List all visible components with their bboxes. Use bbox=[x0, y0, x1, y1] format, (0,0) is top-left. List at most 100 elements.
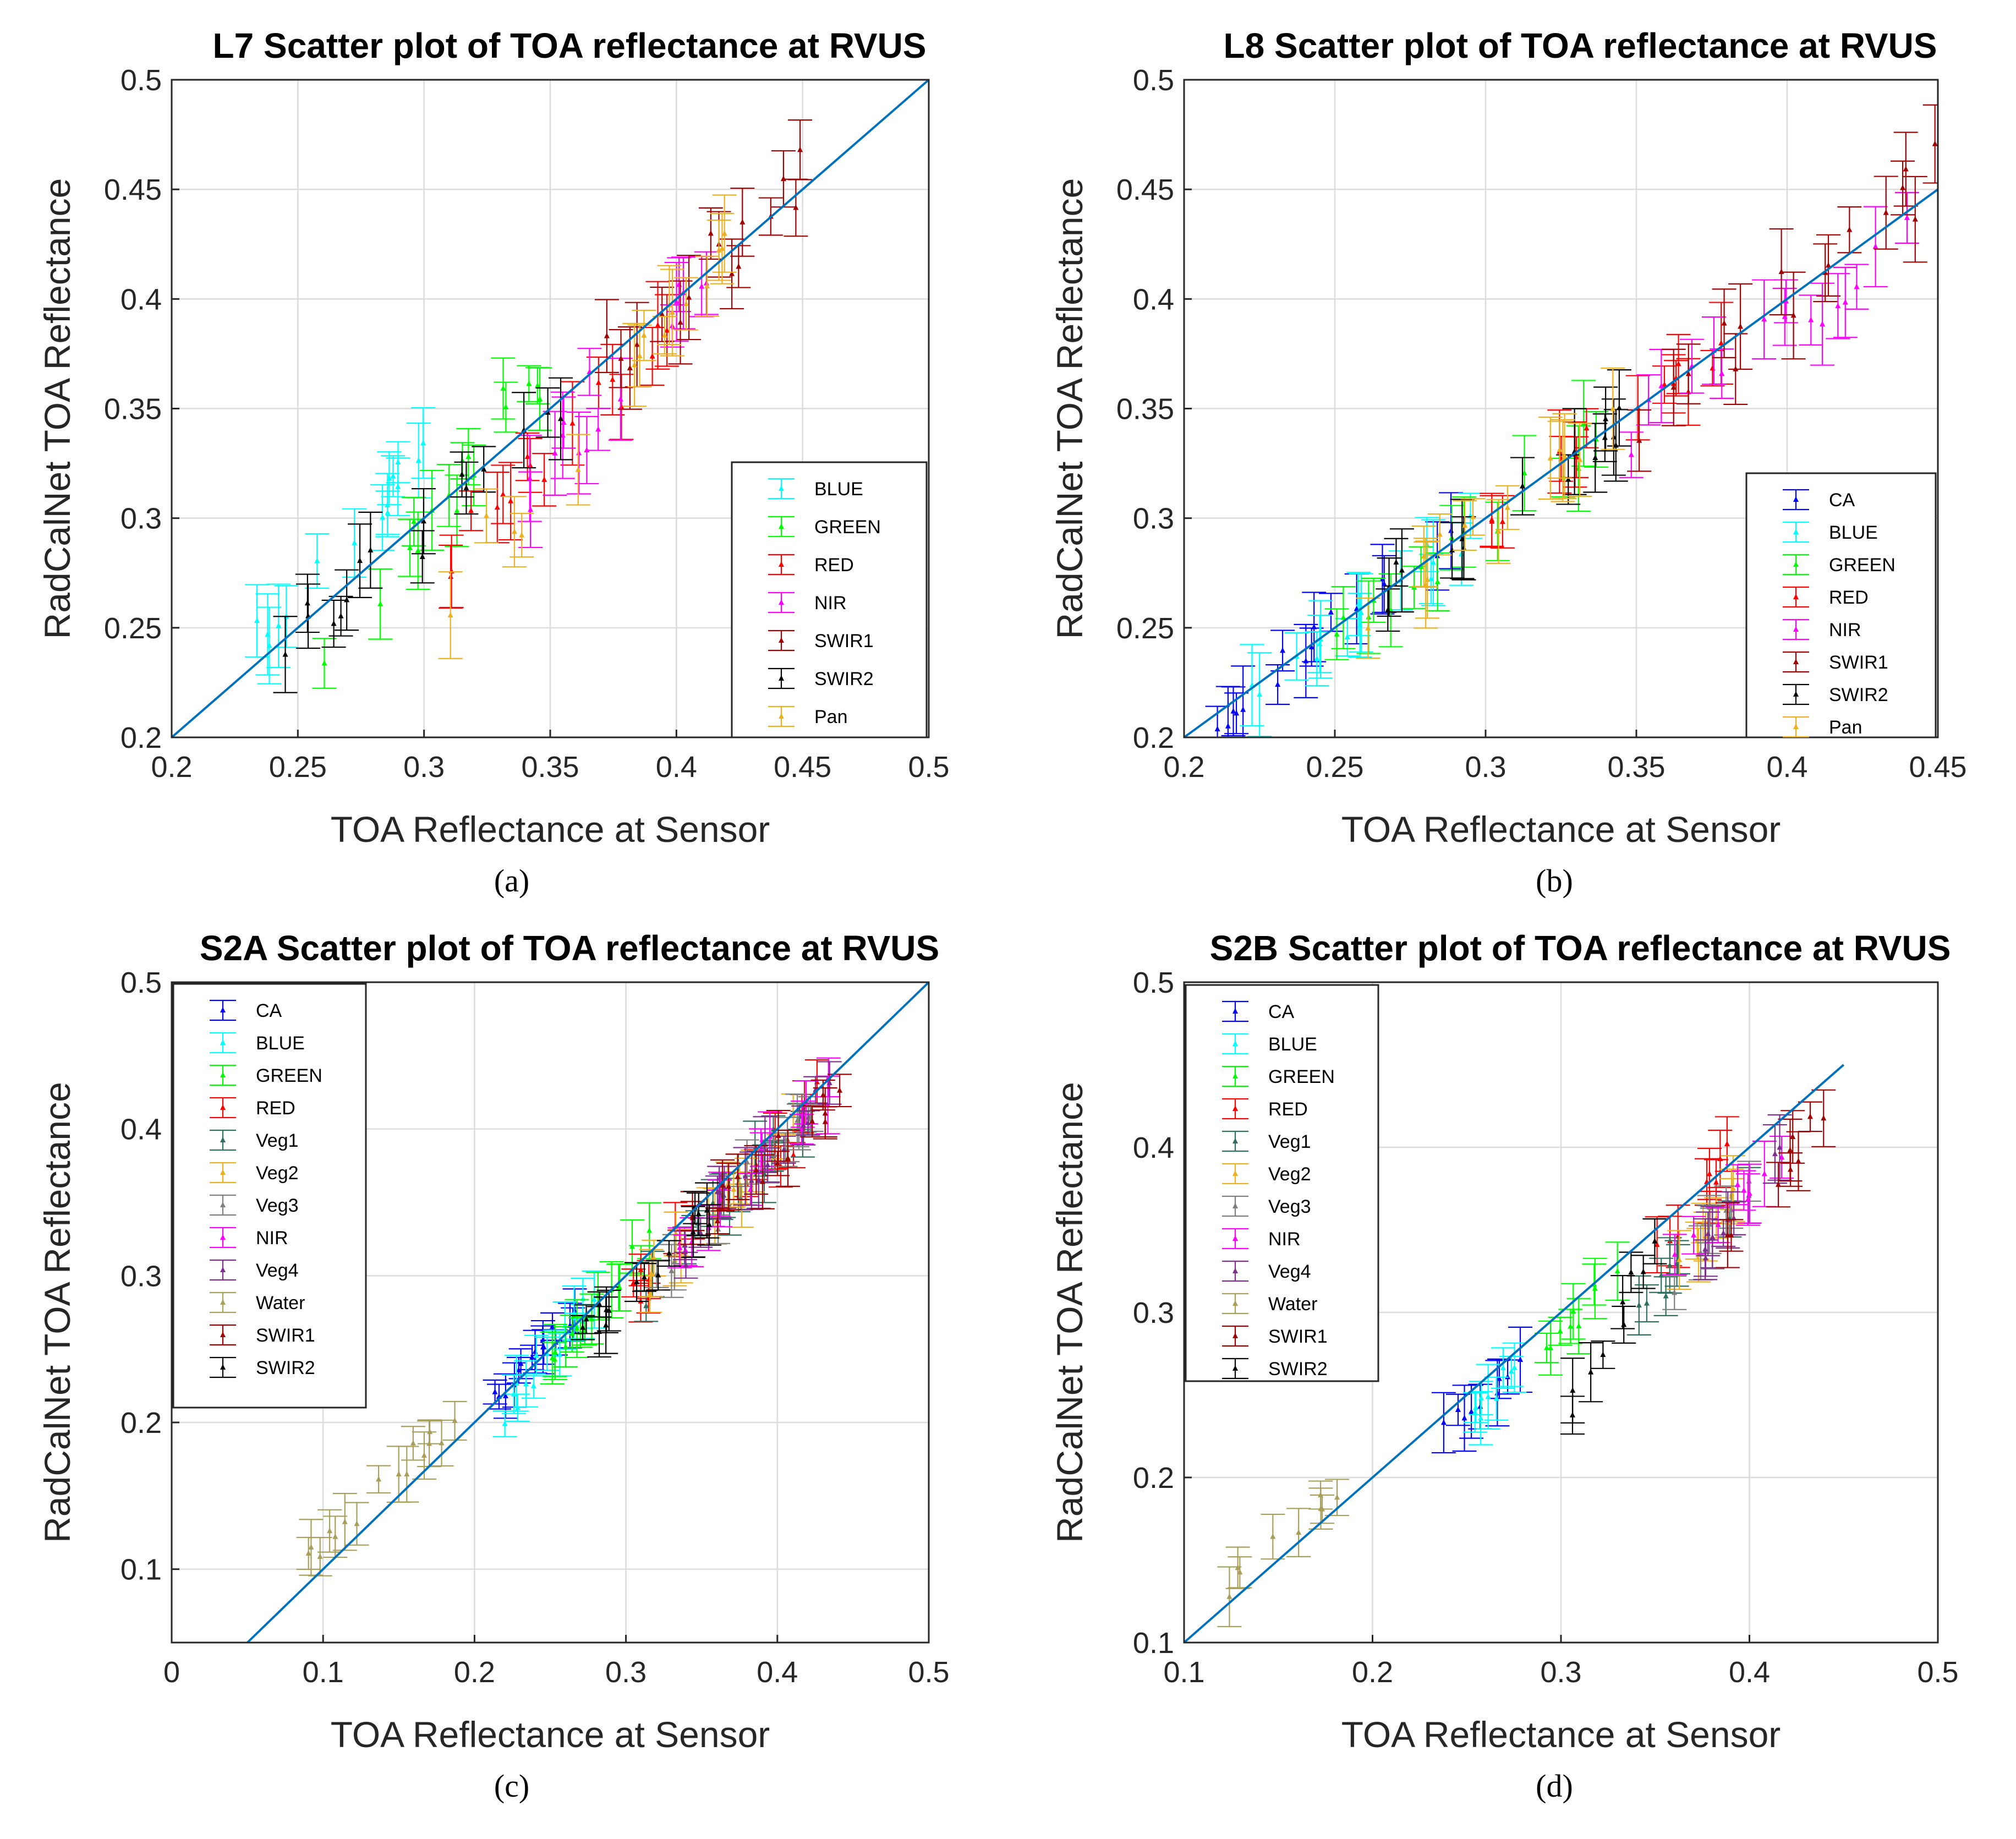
x-tick-label: 0.2 bbox=[1163, 751, 1204, 784]
data-point bbox=[1511, 1364, 1518, 1370]
data-point bbox=[1603, 415, 1609, 422]
data-point bbox=[575, 466, 581, 472]
y-tick-label: 0.5 bbox=[120, 64, 162, 97]
legend-swatch-marker bbox=[1793, 529, 1799, 534]
legend-label: Pan bbox=[1829, 717, 1862, 738]
data-point bbox=[1663, 1293, 1669, 1299]
data-point bbox=[1505, 1373, 1511, 1380]
data-point bbox=[1485, 1393, 1491, 1399]
data-point bbox=[1776, 1181, 1782, 1187]
panel-caption: (c) bbox=[494, 1768, 529, 1804]
y-axis-label: RadCalNet TOA Reflectance bbox=[1049, 1082, 1090, 1543]
data-point bbox=[742, 1173, 748, 1179]
data-point bbox=[1718, 340, 1724, 346]
data-point bbox=[777, 1163, 784, 1169]
legend-swatch-marker bbox=[1232, 1073, 1238, 1079]
data-point bbox=[739, 218, 746, 225]
legend-swatch-marker bbox=[220, 1007, 226, 1012]
data-point bbox=[1499, 518, 1505, 524]
legend-swatch-marker bbox=[1793, 724, 1799, 729]
x-tick-label: 0 bbox=[163, 1656, 180, 1689]
data-point bbox=[1644, 1300, 1650, 1306]
legend-swatch-marker bbox=[1232, 1300, 1238, 1306]
data-point bbox=[1721, 1229, 1727, 1235]
data-point bbox=[1344, 633, 1350, 639]
data-point bbox=[1592, 455, 1598, 461]
y-tick-label: 0.45 bbox=[1116, 173, 1174, 206]
data-point bbox=[1721, 320, 1727, 326]
data-point bbox=[569, 420, 576, 426]
chart-panel-d: 0.1 0.2 0.3 0.4 0.5 0.1 0.2 0.3 0.4 0.5 CA BLUE GREE… bbox=[1049, 928, 1959, 1804]
legend-label: Veg4 bbox=[1268, 1261, 1311, 1282]
data-point bbox=[352, 539, 358, 545]
data-point bbox=[708, 230, 714, 236]
data-point bbox=[1825, 262, 1831, 268]
data-point bbox=[452, 1417, 458, 1424]
chart-title: S2B Scatter plot of TOA reflectance at R… bbox=[1210, 928, 1951, 968]
legend-swatch-marker bbox=[1232, 1138, 1238, 1143]
data-point bbox=[775, 1160, 781, 1166]
data-point bbox=[826, 1080, 832, 1086]
data-point bbox=[304, 600, 310, 606]
data-point bbox=[426, 1440, 432, 1446]
legend-swatch-marker bbox=[220, 1169, 226, 1175]
data-point bbox=[699, 283, 705, 289]
data-point bbox=[1835, 303, 1841, 309]
data-point bbox=[759, 1178, 765, 1184]
data-point bbox=[1584, 425, 1590, 431]
data-point bbox=[683, 300, 689, 306]
data-point bbox=[689, 1214, 695, 1220]
data-point bbox=[494, 504, 500, 510]
y-tick-label: 0.2 bbox=[120, 721, 162, 754]
data-point bbox=[557, 1351, 563, 1357]
data-point bbox=[1568, 1323, 1574, 1329]
data-point bbox=[1854, 283, 1860, 289]
legend-label: Pan bbox=[814, 707, 848, 727]
data-point bbox=[649, 353, 655, 359]
y-tick-label: 0.45 bbox=[104, 173, 162, 206]
data-point bbox=[1469, 1408, 1475, 1414]
data-point bbox=[719, 245, 725, 251]
data-point bbox=[651, 1255, 657, 1261]
data-point bbox=[562, 1343, 568, 1349]
series-swir2 bbox=[273, 377, 573, 693]
plot-frame bbox=[1183, 79, 1939, 738]
legend-swatch-marker bbox=[220, 1332, 226, 1337]
data-point bbox=[500, 385, 506, 391]
x-tick-label: 0.1 bbox=[303, 1656, 344, 1689]
data-point bbox=[648, 1269, 654, 1276]
y-axis-label: RadCalNet TOA Reflectance bbox=[1049, 178, 1090, 639]
data-point bbox=[1500, 1365, 1506, 1371]
data-point bbox=[661, 332, 667, 338]
legend-label: Water bbox=[1268, 1294, 1317, 1315]
legend-swatch-marker bbox=[1232, 1008, 1238, 1014]
data-point bbox=[1334, 631, 1340, 637]
legend-label: Water bbox=[256, 1293, 305, 1313]
legend-swatch-marker bbox=[779, 599, 784, 605]
legend-label: Veg1 bbox=[1268, 1131, 1311, 1152]
data-point bbox=[459, 471, 465, 477]
data-point bbox=[419, 553, 425, 559]
series-nir bbox=[1662, 1135, 1794, 1276]
reference-line bbox=[1184, 188, 1938, 737]
data-point bbox=[677, 319, 683, 325]
data-point bbox=[618, 355, 624, 361]
data-point bbox=[1717, 1155, 1723, 1161]
data-point bbox=[686, 294, 692, 300]
data-point bbox=[1437, 531, 1443, 537]
data-point bbox=[1621, 1321, 1627, 1327]
data-point bbox=[726, 1183, 732, 1189]
data-point bbox=[647, 1290, 653, 1296]
data-point bbox=[664, 327, 670, 333]
data-point bbox=[1628, 451, 1634, 457]
data-point bbox=[629, 1243, 635, 1249]
data-point bbox=[617, 396, 623, 402]
data-point bbox=[703, 280, 709, 286]
data-point bbox=[1738, 323, 1744, 329]
data-point bbox=[669, 1267, 675, 1273]
data-point bbox=[420, 518, 426, 524]
y-tick-label: 0.5 bbox=[1133, 966, 1174, 999]
data-point bbox=[1790, 1134, 1796, 1140]
legend-box bbox=[1745, 472, 1937, 738]
legend-swatch-marker bbox=[1793, 561, 1799, 567]
